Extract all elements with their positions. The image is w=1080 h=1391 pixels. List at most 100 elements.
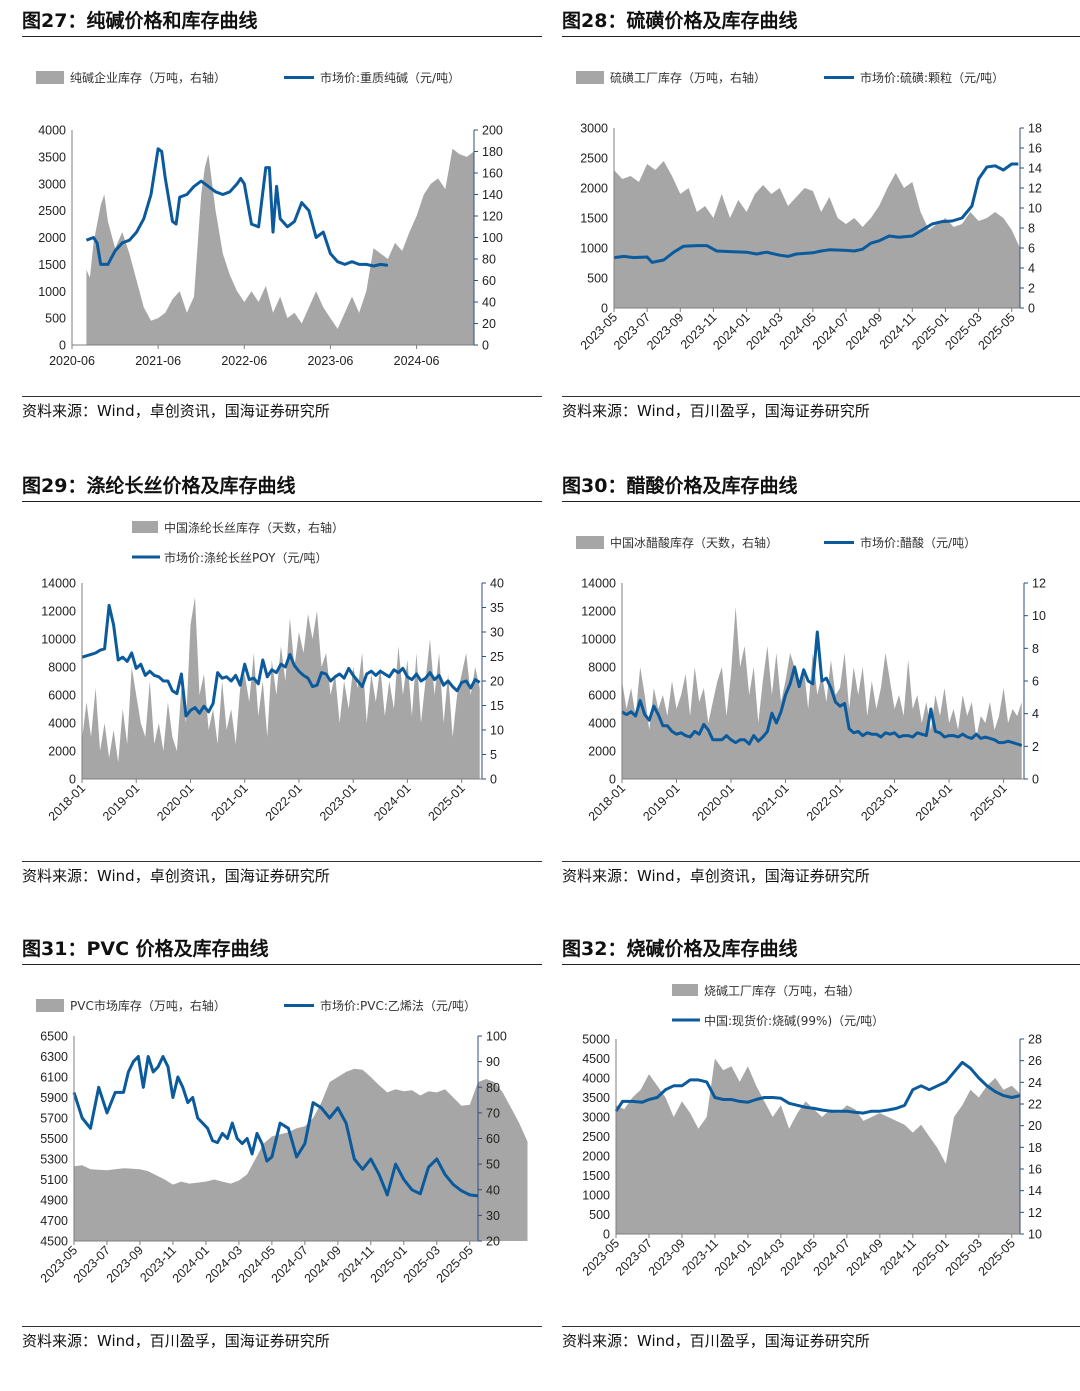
x-tick-label: 2024-06 [394,354,440,368]
legend-bar-swatch [672,984,698,996]
right-tick-label: 0 [482,339,489,353]
right-tick-label: 20 [490,675,504,689]
chart-panel-soda-ash: 图27：纯碱价格和库存曲线 纯碱企业库存（万吨，右轴） 市场价:重质纯碱（元/吨）… [22,8,542,463]
right-tick-label: 2 [1028,282,1035,296]
legend-line-label: 市场价:涤纶长丝POY（元/吨） [164,550,327,565]
price-line-series [621,630,1023,747]
x-tick-label: 2022-01 [263,781,305,823]
left-tick-label: 0 [603,1228,610,1242]
chart-panel-sulfur: 图28：硫磺价格及库存曲线 硫磺工厂库存（万吨，右轴） 市场价:硫磺:颗粒（元/吨… [562,8,1080,463]
right-tick-label: 100 [486,1030,507,1044]
x-tick-label: 2019-01 [100,781,142,823]
chart-legend: 中国涤纶长丝库存（天数，右轴） 市场价:涤纶长丝POY（元/吨） [132,520,344,565]
right-tick-label: 20 [482,317,496,331]
right-tick-label: 60 [486,1132,500,1146]
right-tick-label: 6 [1032,675,1039,689]
legend-line-label: 市场价:重质纯碱（元/吨） [320,70,460,85]
left-tick-label: 5300 [40,1153,68,1167]
right-tick-label: 24 [1028,1076,1042,1090]
chart-source: 资料来源：Wind，百川盈孚，国海证券研究所 [562,1326,1080,1355]
left-tick-label: 0 [609,773,616,787]
right-tick-label: 14 [1028,162,1042,176]
left-tick-label: 6300 [40,1050,68,1064]
left-tick-label: 6100 [40,1071,68,1085]
right-tick-label: 10 [1032,609,1046,623]
chart-title: 图31：PVC 价格及库存曲线 [22,936,542,965]
chart-panel-pvc: 图31：PVC 价格及库存曲线 PVC市场库存（万吨，右轴） 市场价:PVC:乙烯… [22,936,542,1391]
right-tick-label: 20 [1028,1119,1042,1133]
chart-panel-caustic-soda: 图32：烧碱价格及库存曲线 烧碱工厂库存（万吨，右轴） 中国:现货价:烧碱(99%… [562,936,1080,1391]
legend-bar-label: 硫磺工厂库存（万吨，右轴） [610,70,766,85]
left-tick-label: 0 [601,302,608,316]
inventory-area-series [74,1068,528,1241]
right-tick-label: 10 [1028,1228,1042,1242]
x-tick-label: 2018-01 [46,781,88,823]
price-line-series [72,1055,479,1198]
inventory-area-series [614,161,1020,308]
right-tick-label: 70 [486,1106,500,1120]
right-tick-label: 12 [1028,1206,1042,1220]
right-tick-label: 10 [490,724,504,738]
left-tick-label: 2000 [588,745,616,759]
chart-svg: 中国冰醋酸库存（天数，右轴） 市场价:醋酸（元/吨） 14000 12000 10000… [576,535,1046,824]
chart-title: 图32：烧碱价格及库存曲线 [562,936,1080,965]
left-tick-label: 2500 [582,1130,610,1144]
left-tick-label: 6500 [40,1030,68,1044]
legend-bar-label: PVC市场库存（万吨，右轴） [70,998,226,1013]
chart-title: 图28：硫磺价格及库存曲线 [562,8,1080,37]
x-tick-label: 2021-06 [135,354,181,368]
x-tick-label: 2022-01 [804,781,846,823]
chart-legend: 硫磺工厂库存（万吨，右轴） 市场价:硫磺:颗粒（元/吨） [576,70,1004,85]
x-tick-label: 2024-09 [843,310,885,352]
legend-bar-swatch [576,536,604,549]
left-tick-label: 12000 [41,605,76,619]
x-tick-label: 2023-01 [317,781,359,823]
legend-bar-swatch [576,71,604,84]
left-tick-label: 3500 [38,150,66,164]
left-tick-label: 2500 [580,152,608,166]
chart-title: 图30：醋酸价格及库存曲线 [562,473,1080,502]
left-tick-label: 8000 [48,661,76,675]
chart-svg: 硫磺工厂库存（万吨，右轴） 市场价:硫磺:颗粒（元/吨）3000250020001… [576,70,1042,353]
chart-panel-acetic-acid: 图30：醋酸价格及库存曲线 中国冰醋酸库存（天数，右轴） 市场价:醋酸（元/吨） 1… [562,473,1080,928]
x-tick-label: 2025-01 [425,781,467,823]
left-tick-label: 2000 [582,1150,610,1164]
right-tick-label: 60 [482,274,496,288]
right-tick-label: 80 [482,253,496,267]
x-tick-label: 2020-01 [154,781,196,823]
left-tick-label: 6000 [48,689,76,703]
legend-bar-swatch [36,71,64,84]
right-tick-label: 16 [1028,142,1042,156]
chart-source: 资料来源：Wind，卓创资讯，国海证券研究所 [562,861,1080,890]
legend-line-label: 市场价:PVC:乙烯法（元/吨） [320,998,476,1013]
left-tick-label: 0 [69,773,76,787]
x-tick-label: 2025-05 [976,1236,1018,1278]
right-tick-label: 2 [1032,740,1039,754]
chart-title: 图29：涤纶长丝价格及库存曲线 [22,473,542,502]
right-tick-label: 4 [1028,262,1035,276]
right-tick-label: 120 [482,210,503,224]
chart-legend: 烧碱工厂库存（万吨，右轴） 中国:现货价:烧碱(99%)（元/吨） [672,983,884,1028]
left-tick-label: 14000 [41,577,76,591]
left-tick-label: 14000 [581,577,616,591]
chart-legend: 中国冰醋酸库存（天数，右轴） 市场价:醋酸（元/吨） [576,535,976,550]
left-tick-label: 8000 [588,661,616,675]
left-tick-label: 1500 [580,212,608,226]
right-tick-label: 40 [490,577,504,591]
right-tick-label: 15 [490,699,504,713]
chart-svg: 纯碱企业库存（万吨，右轴） 市场价:重质纯碱（元/吨）40003500300025… [36,70,503,368]
right-tick-label: 100 [482,231,503,245]
legend-bar-label: 纯碱企业库存（万吨，右轴） [70,70,226,85]
left-tick-label: 0 [59,339,66,353]
price-line-series [81,603,481,718]
right-tick-label: 0 [1028,302,1035,316]
legend-line-label: 市场价:醋酸（元/吨） [860,535,976,550]
chart-source: 资料来源：Wind，百川盈孚，国海证券研究所 [22,1326,542,1355]
right-tick-label: 140 [482,188,503,202]
right-tick-label: 6 [1028,242,1035,256]
right-tick-label: 5 [490,748,497,762]
x-tick-label: 2018-01 [586,781,628,823]
right-tick-label: 40 [486,1183,500,1197]
left-tick-label: 500 [587,272,608,286]
right-tick-label: 12 [1028,182,1042,196]
